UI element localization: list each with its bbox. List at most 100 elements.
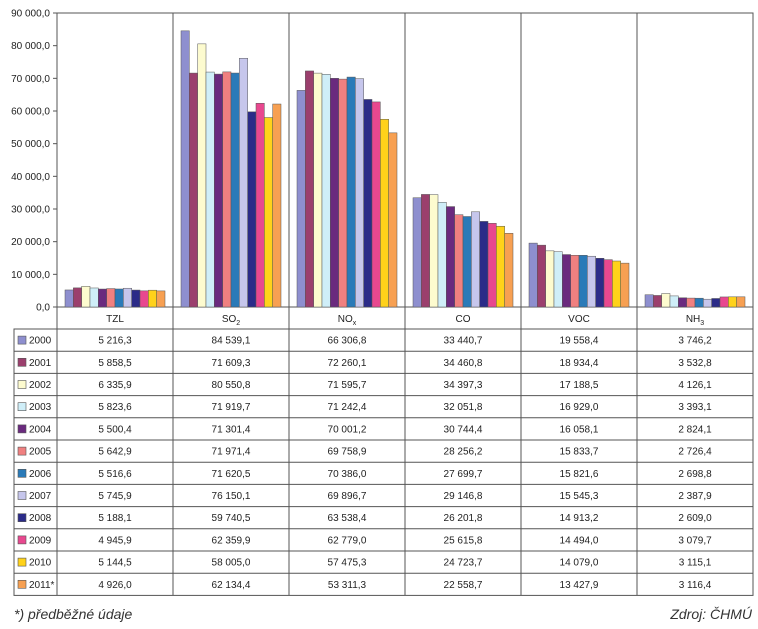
bar-2006-nox <box>346 76 356 308</box>
bar-2004-tzl <box>98 288 107 308</box>
bar-2011-voc <box>620 262 630 308</box>
legend-label-2001: 2001 <box>29 358 52 369</box>
data-label: 32 051,8 <box>444 402 483 413</box>
data-label: 63 538,4 <box>328 513 367 524</box>
data-label: 4 926,0 <box>98 580 132 591</box>
bar-2005-voc <box>570 255 580 308</box>
data-label: 5 500,4 <box>98 424 132 435</box>
bar-2008-tzl <box>131 289 141 308</box>
bar-2001-nh3 <box>653 295 662 308</box>
bar-2008-co <box>479 221 489 308</box>
legend-label-2004: 2004 <box>29 424 52 435</box>
legend-label-2009: 2009 <box>29 535 52 546</box>
data-label: 27 699,7 <box>444 469 483 480</box>
bar-2000-tzl <box>64 289 74 308</box>
bar-2002-voc <box>545 250 555 308</box>
data-label: 3 393,1 <box>678 402 712 413</box>
data-label: 5 823,6 <box>98 402 132 413</box>
footnote: *) předběžné údaje <box>14 606 133 622</box>
data-label: 72 260,1 <box>328 358 367 369</box>
legend-swatch-2003 <box>17 402 27 412</box>
data-label: 17 188,5 <box>560 380 599 391</box>
data-label: 70 001,2 <box>328 424 367 435</box>
bar-2005-tzl <box>106 288 116 308</box>
data-label: 71 595,7 <box>328 380 367 391</box>
bar-2011-nox <box>388 132 398 308</box>
bar-2005-so2 <box>222 71 232 308</box>
data-label: 69 896,7 <box>328 491 367 502</box>
legend-swatch-2000 <box>17 335 27 345</box>
data-label: 19 558,4 <box>560 336 599 347</box>
data-label: 71 301,4 <box>212 424 251 435</box>
legend-swatch-2006 <box>17 468 27 478</box>
data-label: 3 746,2 <box>678 336 712 347</box>
legend-swatch-2010 <box>17 557 27 567</box>
legend-label-2010: 2010 <box>29 558 52 569</box>
data-label: 62 359,9 <box>212 535 251 546</box>
bar-2010-tzl <box>148 289 157 308</box>
legend-swatch-2002 <box>17 380 27 389</box>
data-label: 59 740,5 <box>212 513 251 524</box>
data-label: 4 945,9 <box>98 535 132 546</box>
data-label: 14 079,0 <box>560 558 599 569</box>
data-label: 2 726,4 <box>678 447 712 458</box>
data-label: 30 744,4 <box>444 424 483 435</box>
bar-2004-nh3 <box>678 297 687 308</box>
bar-2007-so2 <box>239 57 248 308</box>
data-label: 5 642,9 <box>98 447 132 458</box>
data-label: 71 620,5 <box>212 469 251 480</box>
legend-label-2011: 2011* <box>29 580 55 591</box>
bar-2000-co <box>412 197 422 308</box>
bar-2004-nox <box>330 78 339 308</box>
bar-2011-so2 <box>272 103 282 308</box>
data-label: 80 550,8 <box>212 380 251 391</box>
bar-2008-voc <box>595 258 605 308</box>
data-label: 15 821,6 <box>560 469 599 480</box>
legend-swatch-2004 <box>17 424 27 434</box>
legend-label-2008: 2008 <box>29 513 52 524</box>
data-label: 13 427,9 <box>560 580 599 591</box>
bar-2002-co <box>429 194 439 308</box>
legend-label-2003: 2003 <box>29 402 52 413</box>
data-label: 2 609,0 <box>678 513 712 524</box>
y-tick-label: 30 000,0 <box>11 205 50 216</box>
legend-swatch-2009 <box>17 535 27 545</box>
data-label: 84 539,1 <box>212 336 251 347</box>
legend-label-2007: 2007 <box>29 491 52 502</box>
category-label: SO2 <box>222 314 240 327</box>
data-label: 16 058,1 <box>560 424 599 435</box>
bar-2004-co <box>446 206 455 308</box>
bar-2001-co <box>421 194 430 308</box>
bar-2011-tzl <box>156 290 166 308</box>
legend-swatch-2008 <box>17 513 27 523</box>
data-label: 69 758,9 <box>328 447 367 458</box>
data-label: 3 079,7 <box>678 535 712 546</box>
data-label: 71 242,4 <box>328 402 367 413</box>
bar-2007-voc <box>587 255 596 308</box>
data-label: 34 397,3 <box>444 380 483 391</box>
data-label: 25 615,8 <box>444 535 483 546</box>
data-label: 33 440,7 <box>444 336 483 347</box>
bar-2005-nh3 <box>686 297 696 308</box>
data-label: 3 532,8 <box>678 358 712 369</box>
bar-2011-nh3 <box>736 296 746 308</box>
bar-2006-tzl <box>114 288 124 308</box>
data-label: 66 306,8 <box>328 336 367 347</box>
data-label: 2 824,1 <box>678 424 712 435</box>
y-tick-label: 40 000,0 <box>11 172 50 183</box>
bar-2005-nox <box>338 78 348 308</box>
data-label: 29 146,8 <box>444 491 483 502</box>
y-tick-label: 10 000,0 <box>11 270 50 281</box>
bar-2009-nh3 <box>719 296 729 308</box>
data-label: 5 516,6 <box>98 469 132 480</box>
data-label: 71 919,7 <box>212 402 251 413</box>
bar-2010-co <box>496 225 505 308</box>
data-label: 28 256,2 <box>444 447 483 458</box>
data-label: 53 311,3 <box>328 580 367 591</box>
bar-2006-voc <box>578 255 588 308</box>
bar-2010-nox <box>380 118 389 308</box>
data-label: 26 201,8 <box>444 513 483 524</box>
category-label: NOx <box>338 314 357 327</box>
y-tick-label: 90 000,0 <box>11 9 50 20</box>
